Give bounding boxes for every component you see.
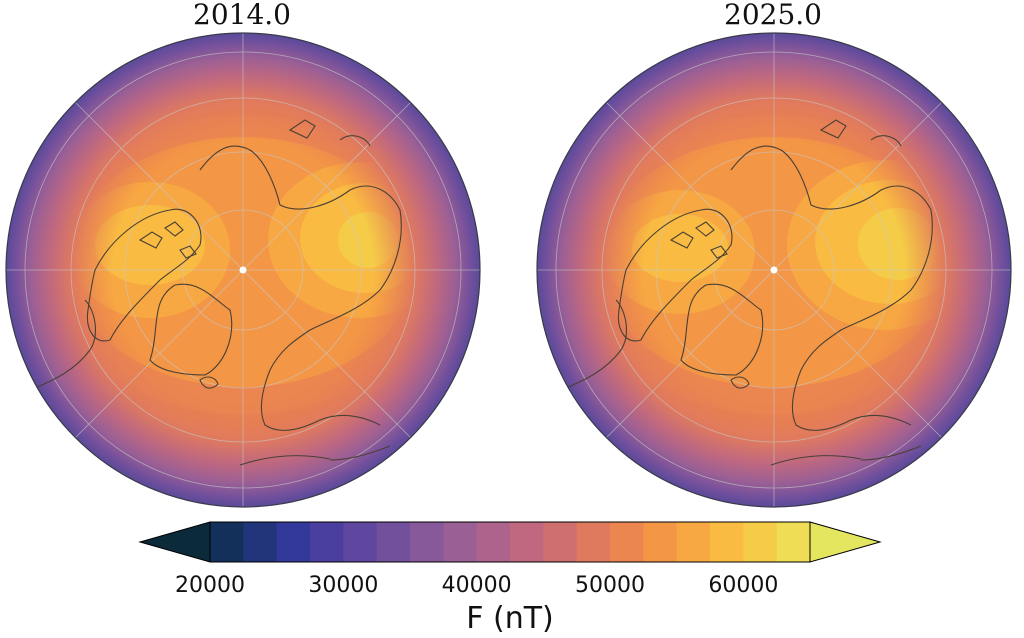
colorbar-tick-label: 30000 (308, 573, 378, 598)
colorbar-tick-label: 50000 (575, 573, 645, 598)
colorbar-extend-low (138, 521, 211, 563)
colorbar-tick-label: 60000 (708, 573, 778, 598)
colorbar-tick-label: 20000 (175, 573, 245, 598)
colorbar-cell (210, 522, 244, 562)
panel-title-2014: 2014.0 (193, 0, 291, 31)
colorbar-cells (210, 522, 811, 562)
colorbar-cell (310, 522, 344, 562)
colorbar: 20000 30000 40000 50000 60000 F (nT) (138, 521, 882, 636)
colorbar-cell (510, 522, 544, 562)
colorbar-cell (443, 522, 478, 562)
globe-2014 (6, 33, 480, 507)
colorbar-cell (676, 522, 711, 562)
colorbar-cell (476, 522, 511, 562)
colorbar-cell (710, 522, 744, 562)
colorbar-cell (743, 522, 778, 562)
globe-2025 (537, 33, 1011, 507)
colorbar-tick-label: 40000 (442, 573, 512, 598)
colorbar-cell (276, 522, 311, 562)
colorbar-ticks: 20000 30000 40000 50000 60000 (175, 573, 778, 598)
pole-marker (770, 266, 778, 274)
panel-title-2025: 2025.0 (724, 0, 822, 31)
colorbar-extend-high (809, 521, 882, 563)
colorbar-cell (343, 522, 378, 562)
colorbar-cell (410, 522, 444, 562)
colorbar-cell (376, 522, 411, 562)
colorbar-label: F (nT) (466, 601, 554, 636)
colorbar-cell (776, 522, 811, 562)
coastlines (29, 119, 402, 466)
globe-outline-2025 (536, 32, 1012, 508)
colorbar-cell (576, 522, 611, 562)
colorbar-cell (543, 522, 578, 562)
colorbar-cell (243, 522, 278, 562)
colorbar-frame (209, 521, 811, 563)
colorbar-cell (643, 522, 678, 562)
pole-marker (239, 266, 247, 274)
globe-outline-2014 (5, 32, 481, 508)
colorbar-cell (610, 522, 644, 562)
coastlines (560, 119, 933, 466)
